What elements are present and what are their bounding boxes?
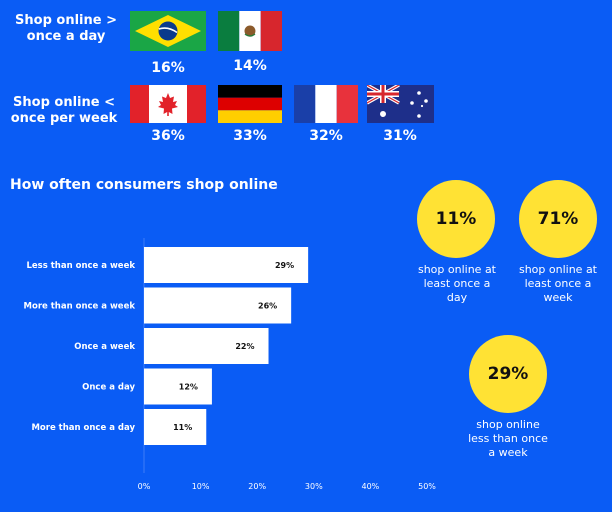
stat-circle-2: 71% bbox=[519, 180, 597, 258]
mexico-value: 14% bbox=[233, 58, 267, 74]
row1-label: Shop online > once a day bbox=[10, 13, 122, 45]
canada-value: 36% bbox=[151, 128, 185, 144]
stat-caption-3: shop online less than once a week bbox=[456, 418, 560, 460]
category-label: Less than once a week bbox=[26, 261, 135, 271]
stat-caption-2: shop online at least once a week bbox=[506, 263, 610, 305]
stat-circle-3: 29% bbox=[469, 335, 547, 413]
brazil-value: 16% bbox=[151, 60, 185, 76]
france-flag-icon bbox=[294, 85, 358, 123]
stat-caption-3-line1: shop online bbox=[476, 418, 540, 431]
bar bbox=[144, 287, 292, 324]
chart-title: How often consumers shop online bbox=[10, 177, 278, 193]
data-label: 11% bbox=[173, 423, 192, 432]
x-tick-label: 20% bbox=[248, 482, 266, 491]
stat-value-2: 71% bbox=[537, 209, 579, 229]
stat-caption-2-line3: week bbox=[543, 291, 573, 304]
stat-caption-3-line3: a week bbox=[488, 446, 528, 459]
australia-flag-icon bbox=[367, 85, 434, 123]
stat-caption-1-line3: day bbox=[446, 291, 468, 304]
france-value: 32% bbox=[309, 128, 343, 144]
bar bbox=[144, 409, 207, 445]
data-label: 26% bbox=[258, 302, 277, 311]
bar-chart: Less than once a week 29% More than once a… bbox=[24, 238, 436, 491]
stat-circle-1: 11% bbox=[417, 180, 495, 258]
stat-caption-2-line2: least once a bbox=[524, 277, 592, 290]
germany-value: 33% bbox=[233, 128, 267, 144]
category-label: More than once a week bbox=[24, 302, 136, 312]
data-label: 12% bbox=[179, 383, 198, 392]
row1-label-line2: once a day bbox=[26, 29, 106, 44]
australia-value: 31% bbox=[383, 128, 417, 144]
germany-flag-icon bbox=[218, 85, 282, 123]
stat-caption-2-line1: shop online at bbox=[518, 263, 597, 276]
mexico-flag-icon bbox=[218, 11, 282, 51]
brazil-flag-icon bbox=[130, 11, 206, 51]
category-label: Once a day bbox=[82, 383, 135, 393]
bar bbox=[144, 328, 269, 364]
stat-value-3: 29% bbox=[487, 364, 529, 384]
category-label: More than once a day bbox=[31, 423, 135, 433]
bar bbox=[144, 368, 212, 405]
stat-caption-1: shop online at least once a day bbox=[405, 263, 509, 305]
x-tick-label: 30% bbox=[305, 482, 323, 491]
x-tick-label: 0% bbox=[138, 482, 151, 491]
row2-label: Shop online < once per week bbox=[4, 95, 124, 127]
row2-label-line1: Shop online < bbox=[13, 95, 115, 110]
bar bbox=[144, 247, 309, 283]
row1-label-line1: Shop online > bbox=[15, 13, 117, 28]
canada-flag-icon bbox=[130, 85, 206, 123]
stat-caption-1-line2: least once a bbox=[423, 277, 491, 290]
data-label: 22% bbox=[235, 342, 254, 351]
stat-value-1: 11% bbox=[435, 209, 477, 229]
category-label: Once a week bbox=[74, 342, 135, 352]
x-tick-label: 50% bbox=[418, 482, 436, 491]
row2-label-line2: once per week bbox=[10, 111, 118, 126]
data-label: 29% bbox=[275, 261, 294, 270]
x-tick-label: 40% bbox=[362, 482, 380, 491]
stat-caption-1-line1: shop online at bbox=[417, 263, 496, 276]
stat-caption-3-line2: less than once bbox=[468, 432, 548, 445]
x-tick-label: 10% bbox=[192, 482, 210, 491]
